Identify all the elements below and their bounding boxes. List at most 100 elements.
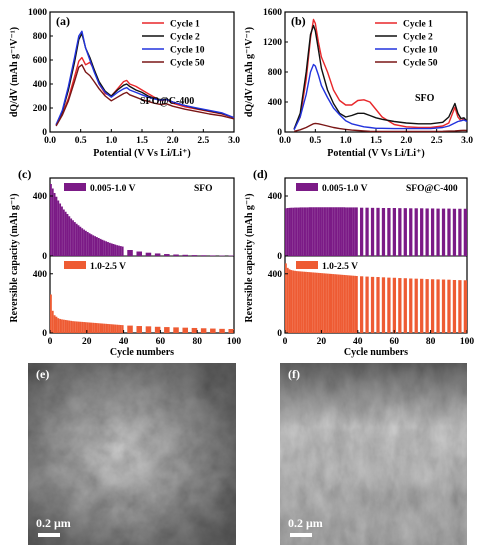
panel-c-bar	[85, 231, 87, 256]
panel-d-bar	[458, 280, 461, 333]
panel-f-letter: (f)	[288, 367, 300, 381]
panel-a-xtick-label: 2.5	[197, 136, 209, 146]
panel-c-bar	[76, 224, 78, 256]
panel-c-bar	[120, 325, 122, 333]
panel-d-xtick-label: 60	[389, 337, 399, 347]
panel-c-bar	[118, 246, 120, 256]
panel-d-bar	[321, 273, 323, 333]
panel-c-bar	[146, 326, 152, 333]
panel-c-bar	[56, 197, 58, 256]
panel-c-bar	[173, 255, 179, 257]
panel-d-xtick-label: 20	[317, 337, 327, 347]
panel-c-bar	[89, 233, 91, 256]
panel-d-bar	[345, 275, 347, 333]
panel-d-bar	[458, 209, 461, 256]
panel-c-bar	[155, 327, 161, 333]
panel-b-xtick-label: 2.0	[400, 136, 412, 146]
panel-d-legend-top-swatch	[296, 183, 318, 191]
panel-c-bar	[70, 219, 72, 257]
panel-c-letter: (c)	[18, 167, 31, 181]
panel-b-annotation: SFO	[415, 93, 435, 104]
panel-d-bar	[347, 207, 349, 256]
panel-c-bar	[98, 323, 100, 333]
panel-c-bar	[94, 236, 96, 256]
panel-d-bar	[436, 209, 439, 256]
panel-a-ytick-label: 800	[33, 32, 48, 42]
panel-c-bar	[61, 319, 63, 333]
panel-d-bar	[329, 207, 331, 256]
panel-a-xtick-label: 0.5	[75, 136, 87, 146]
panel-c-xtick-label: 20	[82, 337, 92, 347]
panel-b-ytick-label: 1200	[263, 38, 282, 48]
panel-d-xlabel: Cycle numbers	[344, 347, 408, 358]
panel-d-bar	[312, 207, 314, 256]
panel-d-xtick-label: 40	[353, 337, 363, 347]
panel-c-bar	[52, 189, 54, 257]
panel-d-bar	[356, 207, 358, 256]
panel-d-bar	[294, 271, 296, 333]
panel-c-bar	[116, 245, 118, 256]
panel-e-scale-label: 0.2 μm	[36, 516, 71, 530]
panel-e-letter: (e)	[36, 367, 49, 381]
panel-a-legend-label: Cycle 10	[170, 46, 205, 56]
panel-d-bar	[323, 273, 325, 333]
panel-d-letter: (d)	[253, 167, 268, 181]
panel-c-bar	[56, 317, 58, 333]
panel-c-bar	[102, 324, 104, 333]
panel-c-legend-bottom: 1.0-2.5 V	[90, 262, 126, 272]
panel-a-xtick-label: 2.0	[167, 136, 179, 146]
panel-c-bar	[90, 323, 92, 333]
panel-d-bar	[314, 273, 316, 333]
panel-c-bar	[54, 193, 56, 256]
panel-d-bar	[426, 208, 429, 256]
panel-d-bar	[343, 275, 345, 333]
panel-c-bar	[114, 245, 116, 256]
panel-c-bar	[70, 321, 72, 333]
panel-d-bar	[365, 208, 368, 256]
panel-d-xtick-label: 0	[283, 337, 288, 347]
panel-c-legend-top: 0.005-1.0 V	[90, 184, 136, 194]
panel-b-ytick-label: 1600	[263, 8, 282, 18]
panel-c-legend-bottom-swatch	[64, 261, 86, 269]
panel-d-bar	[447, 280, 450, 333]
panel-c-bar	[164, 327, 170, 333]
panel-c-bar	[210, 329, 216, 333]
panel-d-ytick-label: 400	[268, 270, 283, 280]
panel-c-bar	[96, 237, 98, 256]
panel-c-xtick-label: 40	[119, 337, 129, 347]
panel-c-bar	[111, 243, 113, 256]
panel-c-bar	[114, 325, 116, 333]
panel-c-bar	[76, 321, 78, 333]
panel-d-bar	[371, 277, 374, 333]
panel-c-bar	[92, 235, 94, 256]
panel-a-annotation: SFO@C-400	[140, 96, 194, 107]
panel-c-bar	[201, 328, 207, 333]
panel-d-bar	[409, 208, 412, 256]
panel-d-bar	[431, 279, 434, 333]
panel-d-bar	[325, 207, 327, 256]
panel-b-xlabel: Potential (V Vs Li/Li⁺)	[327, 148, 424, 159]
panel-f-scale-bar	[290, 533, 312, 537]
panel-d-xtick-label: 100	[460, 337, 475, 347]
panel-b-legend-label: Cycle 1	[403, 20, 433, 30]
panel-d-bar	[327, 274, 329, 333]
panel-c-bar	[65, 320, 67, 333]
panel-c-bar	[113, 324, 115, 333]
panel-d-bar	[398, 208, 401, 256]
panel-c-bar	[120, 246, 122, 256]
panel-d-bar	[296, 271, 298, 333]
panel-c-bar	[57, 201, 59, 257]
panel-c-xtick-label: 100	[227, 337, 242, 347]
panel-a-plot	[56, 31, 234, 126]
panel-a-xtick-label: 3.0	[228, 136, 240, 146]
panel-d-bar	[341, 207, 343, 256]
panel-d-bar	[316, 207, 318, 256]
panel-d-bar	[310, 207, 312, 256]
panel-b-legend-label: Cycle 50	[403, 59, 438, 69]
panel-b-ytick-label: 800	[268, 68, 283, 78]
panel-d-bar	[303, 272, 305, 333]
panel-b-xtick-label: 1.5	[370, 136, 382, 146]
panel-c-ytick-label: 0	[42, 252, 47, 262]
